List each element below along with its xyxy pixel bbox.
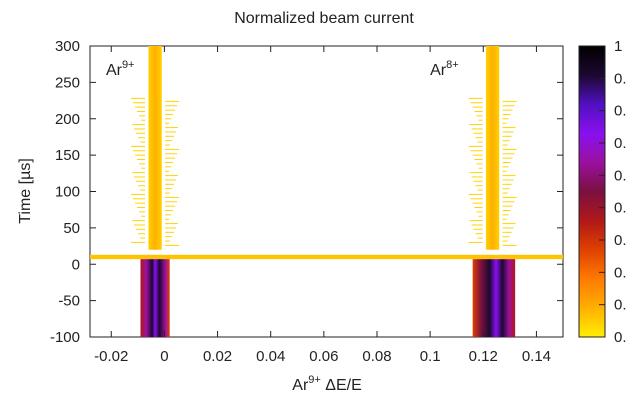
ion-label: Ar9+ (106, 59, 135, 79)
heatmap-cell (472, 259, 516, 337)
y-tick-label: 250 (55, 74, 80, 91)
heatmap-cell (485, 46, 500, 250)
y-tick-label: -50 (58, 293, 80, 310)
colorbar-tick-label: 0. (614, 70, 627, 87)
chart-title: Normalized beam current (234, 10, 414, 27)
y-tick-label: 100 (55, 184, 80, 201)
colorbar-tick-label: 0. (614, 232, 627, 249)
x-tick-label: 0.1 (420, 348, 441, 365)
colorbar-tick-label: 0. (614, 264, 627, 281)
x-tick-label: 0.04 (256, 348, 285, 365)
x-tick-label: 0.12 (469, 348, 498, 365)
heatmap-cells (90, 46, 563, 337)
ion-label: Ar8+ (430, 59, 459, 79)
heatmap-cell (90, 254, 563, 260)
colorbar-tick-label: 0. (614, 297, 627, 314)
colorbar-tick-label: 0. (614, 200, 627, 217)
annotations: Ar9+ Ar8+ (106, 59, 459, 79)
x-tick-label: 0.08 (362, 348, 391, 365)
colorbar-tick-label: 0. (614, 329, 627, 346)
y-tick-label: 0 (72, 256, 80, 273)
x-axis-label: Ar9+ ΔE/E (292, 374, 361, 394)
y-tick-label: -100 (50, 329, 80, 346)
heatmap-cell (148, 46, 162, 250)
x-tick-label: 0.02 (203, 348, 232, 365)
y-axis-label: Time [µs] (17, 158, 34, 224)
x-tick-label: 0.14 (522, 348, 551, 365)
heatmap-cell (140, 259, 170, 337)
y-tick-label: 300 (55, 38, 80, 55)
colorbar-tick-label: 1 (614, 38, 622, 55)
y-tick-label: 200 (55, 111, 80, 128)
y-tick-label: 150 (55, 147, 80, 164)
colorbar-tick-label: 0. (614, 135, 627, 152)
x-tick-label: 0 (160, 348, 168, 365)
colorbar (578, 45, 606, 338)
x-tick-label: -0.02 (94, 348, 128, 365)
y-tick-label: 50 (63, 220, 80, 237)
colorbar-ticks: 1 0. 0. 0. 0. 0. 0. 0. 0. 0. (599, 38, 627, 346)
x-axis-ticks: -0.02 0 0.02 0.04 0.06 0.08 0.1 0.12 0.14 (94, 46, 551, 365)
y-axis-ticks: -100 -50 0 50 100 150 200 250 300 (50, 38, 563, 346)
colorbar-tick-label: 0. (614, 167, 627, 184)
x-tick-label: 0.06 (309, 348, 338, 365)
colorbar-tick-label: 0. (614, 103, 627, 120)
